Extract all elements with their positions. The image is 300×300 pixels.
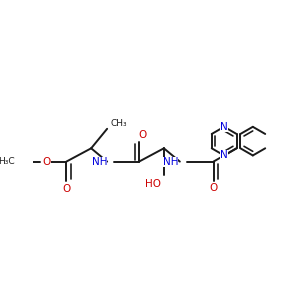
Text: O: O <box>139 130 147 140</box>
Text: NH: NH <box>92 157 107 166</box>
Text: H₃C: H₃C <box>0 157 15 166</box>
Text: N: N <box>220 122 228 132</box>
Text: O: O <box>62 184 70 194</box>
Text: O: O <box>209 183 217 193</box>
Text: CH₃: CH₃ <box>111 119 127 128</box>
Text: N: N <box>220 151 228 160</box>
Text: NH: NH <box>163 157 178 166</box>
Text: HO: HO <box>145 179 161 189</box>
Text: O: O <box>43 157 51 166</box>
